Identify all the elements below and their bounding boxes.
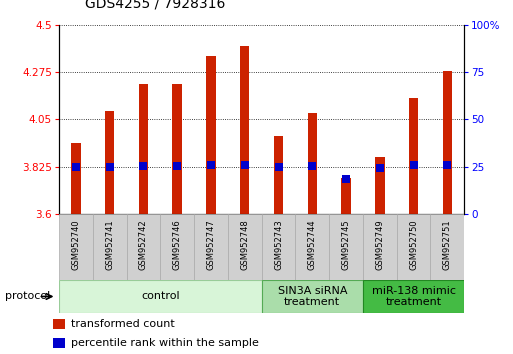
Text: miR-138 mimic
treatment: miR-138 mimic treatment [371,286,456,307]
Bar [240,46,249,214]
Text: GSM952744: GSM952744 [308,219,317,270]
FancyBboxPatch shape [329,214,363,280]
Text: GSM952746: GSM952746 [173,219,182,270]
FancyBboxPatch shape [194,214,228,280]
Bar [341,178,351,214]
Text: control: control [141,291,180,302]
Text: SIN3A siRNA
treatment: SIN3A siRNA treatment [278,286,347,307]
Bar [53,319,65,329]
Point [207,162,215,168]
Text: GSM952751: GSM952751 [443,219,452,270]
Point [342,177,350,182]
FancyBboxPatch shape [295,214,329,280]
FancyBboxPatch shape [430,214,464,280]
Point [241,162,249,168]
Text: GSM952749: GSM952749 [376,219,384,270]
Text: GSM952750: GSM952750 [409,219,418,270]
Bar [274,136,283,214]
Bar [71,143,81,214]
Text: GSM952741: GSM952741 [105,219,114,270]
Point [72,164,80,170]
Bar [172,84,182,214]
FancyBboxPatch shape [160,214,194,280]
Text: percentile rank within the sample: percentile rank within the sample [71,338,259,348]
Bar [308,113,317,214]
Bar [105,111,114,214]
Bar [53,338,65,348]
FancyBboxPatch shape [93,214,127,280]
FancyBboxPatch shape [59,214,93,280]
Point [308,163,317,169]
FancyBboxPatch shape [127,214,160,280]
Point [106,164,114,170]
Text: protocol: protocol [5,291,50,302]
Bar [206,56,215,214]
Bar [409,98,418,214]
FancyBboxPatch shape [363,280,464,313]
Bar [139,84,148,214]
Text: GSM952742: GSM952742 [139,219,148,270]
Text: GSM952745: GSM952745 [342,219,350,270]
FancyBboxPatch shape [262,280,363,313]
Point [376,165,384,171]
Point [140,163,148,169]
Text: GSM952743: GSM952743 [274,219,283,270]
Bar [443,71,452,214]
Text: GSM952740: GSM952740 [71,219,81,270]
Text: GDS4255 / 7928316: GDS4255 / 7928316 [85,0,225,11]
Point [173,163,181,169]
Text: GSM952748: GSM952748 [240,219,249,270]
Point [443,162,451,168]
Text: GSM952747: GSM952747 [206,219,215,270]
FancyBboxPatch shape [262,214,295,280]
FancyBboxPatch shape [397,214,430,280]
Text: transformed count: transformed count [71,319,175,329]
FancyBboxPatch shape [228,214,262,280]
FancyBboxPatch shape [363,214,397,280]
Point [274,164,283,170]
Point [409,162,418,168]
FancyBboxPatch shape [59,280,262,313]
Bar [375,157,385,214]
